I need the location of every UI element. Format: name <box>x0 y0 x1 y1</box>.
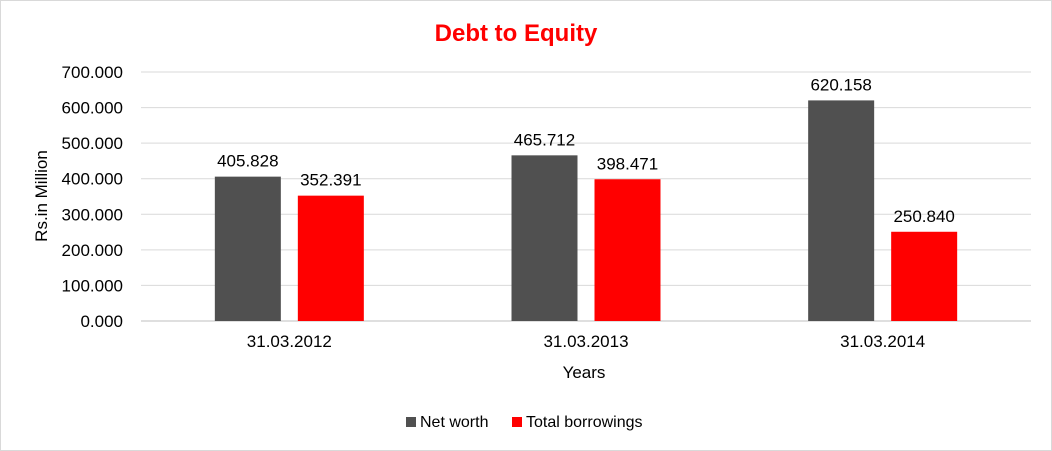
chart-title: Debt to Equity <box>435 20 598 47</box>
data-label: 620.158 <box>810 75 871 94</box>
bar-net-worth <box>214 176 281 321</box>
x-axis-ticks: 31.03.2012 31.03.2013 31.03.2014 <box>247 332 925 351</box>
bar-total-borrowings <box>297 195 364 321</box>
x-axis-title: Years <box>563 363 606 382</box>
y-tick-label: 400.000 <box>62 170 123 189</box>
data-label: 405.828 <box>217 152 278 171</box>
legend-swatch <box>512 417 522 427</box>
y-tick-label: 700.000 <box>62 63 123 82</box>
y-tick-label: 100.000 <box>62 276 123 295</box>
y-axis-title: Rs.in Million <box>32 150 51 242</box>
bar-net-worth <box>808 100 875 321</box>
y-tick-label: 300.000 <box>62 205 123 224</box>
bar-net-worth <box>511 155 578 321</box>
gridlines <box>141 71 1031 322</box>
data-label: 250.840 <box>893 207 954 226</box>
y-tick-label: 200.000 <box>62 241 123 260</box>
y-tick-label: 600.000 <box>62 99 123 118</box>
y-tick-label: 500.000 <box>62 134 123 153</box>
legend-label: Net worth <box>420 414 488 431</box>
x-tick-label: 31.03.2012 <box>247 332 332 351</box>
x-tick-label: 31.03.2014 <box>840 332 925 351</box>
data-label: 398.471 <box>597 154 658 173</box>
legend: Net worth Total borrowings <box>406 414 643 431</box>
legend-label: Total borrowings <box>526 414 643 431</box>
y-axis-ticks: 0.000 100.000 200.000 300.000 400.000 500.000… <box>62 63 123 331</box>
bar-total-borrowings <box>594 179 661 321</box>
bar-total-borrowings <box>891 231 958 321</box>
x-tick-label: 31.03.2013 <box>543 332 628 351</box>
y-tick-label: 0.000 <box>80 312 123 331</box>
legend-swatch <box>406 417 416 427</box>
data-label: 352.391 <box>300 171 361 190</box>
bars: 405.828 352.391 465.712 398.471 620.158 250.8… <box>214 75 958 321</box>
data-label: 465.712 <box>514 130 575 149</box>
